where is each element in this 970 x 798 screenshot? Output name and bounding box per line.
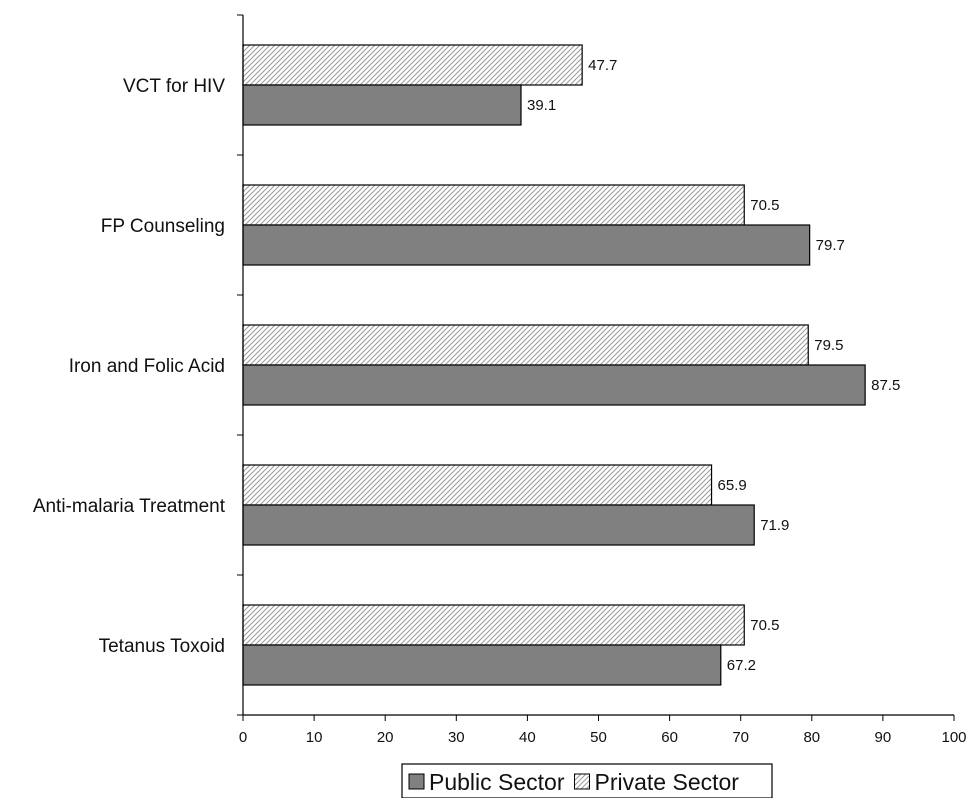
bar-public-sector bbox=[242, 504, 755, 546]
data-label-public-sector: 67.2 bbox=[727, 657, 756, 674]
data-label-public-sector: 87.5 bbox=[871, 377, 900, 394]
bar-public-sector bbox=[242, 84, 522, 126]
legend-label-private-sector: Private Sector bbox=[595, 769, 740, 795]
data-label-private-sector: 65.9 bbox=[718, 477, 747, 494]
data-label-public-sector: 71.9 bbox=[760, 517, 789, 534]
bar-private-sector bbox=[242, 604, 745, 646]
legend-box bbox=[401, 763, 773, 798]
x-tick-label: 30 bbox=[448, 729, 465, 746]
category-label: Iron and Folic Acid bbox=[69, 356, 225, 377]
bar-private-sector bbox=[242, 324, 809, 366]
data-label-private-sector: 47.7 bbox=[588, 57, 617, 74]
legend-label-public-sector: Public Sector bbox=[429, 769, 565, 795]
legend-swatch-public-sector bbox=[408, 773, 425, 790]
bar-private-sector bbox=[242, 184, 745, 226]
data-label-public-sector: 79.7 bbox=[816, 237, 845, 254]
data-label-private-sector: 70.5 bbox=[750, 617, 779, 634]
bar-private-sector bbox=[242, 464, 713, 506]
data-label-public-sector: 39.1 bbox=[527, 97, 556, 114]
category-label: Anti-malaria Treatment bbox=[33, 496, 226, 517]
labels-layer: 47.7 39.1 VCT for HIV 70.5 79.7 FP Counseling… bbox=[33, 57, 901, 674]
bars-layer bbox=[242, 44, 866, 686]
bar-public-sector bbox=[242, 224, 811, 266]
legend: Public Sector Private Sector bbox=[401, 763, 773, 798]
x-tick-label: 50 bbox=[590, 729, 607, 746]
axis-layer: 0 10 20 30 40 50 60 70 80 90 100 bbox=[237, 14, 967, 746]
x-tick-label: 40 bbox=[519, 729, 536, 746]
category-label: FP Counseling bbox=[101, 216, 225, 237]
x-tick-label: 10 bbox=[306, 729, 323, 746]
data-label-private-sector: 70.5 bbox=[750, 197, 779, 214]
x-tick-label: 90 bbox=[875, 729, 892, 746]
bar-private-sector bbox=[242, 44, 583, 86]
x-tick-label: 60 bbox=[661, 729, 678, 746]
data-label-private-sector: 79.5 bbox=[814, 337, 843, 354]
x-tick-label: 80 bbox=[803, 729, 820, 746]
x-tick-label: 20 bbox=[377, 729, 394, 746]
bar-public-sector bbox=[242, 644, 722, 686]
x-tick-label: 70 bbox=[732, 729, 749, 746]
x-tick-label: 100 bbox=[941, 729, 966, 746]
x-tick-label: 0 bbox=[239, 729, 247, 746]
legend-swatch-private-sector bbox=[574, 773, 591, 790]
bar-public-sector bbox=[242, 364, 866, 406]
category-label: VCT for HIV bbox=[123, 76, 225, 97]
category-label: Tetanus Toxoid bbox=[99, 636, 225, 657]
